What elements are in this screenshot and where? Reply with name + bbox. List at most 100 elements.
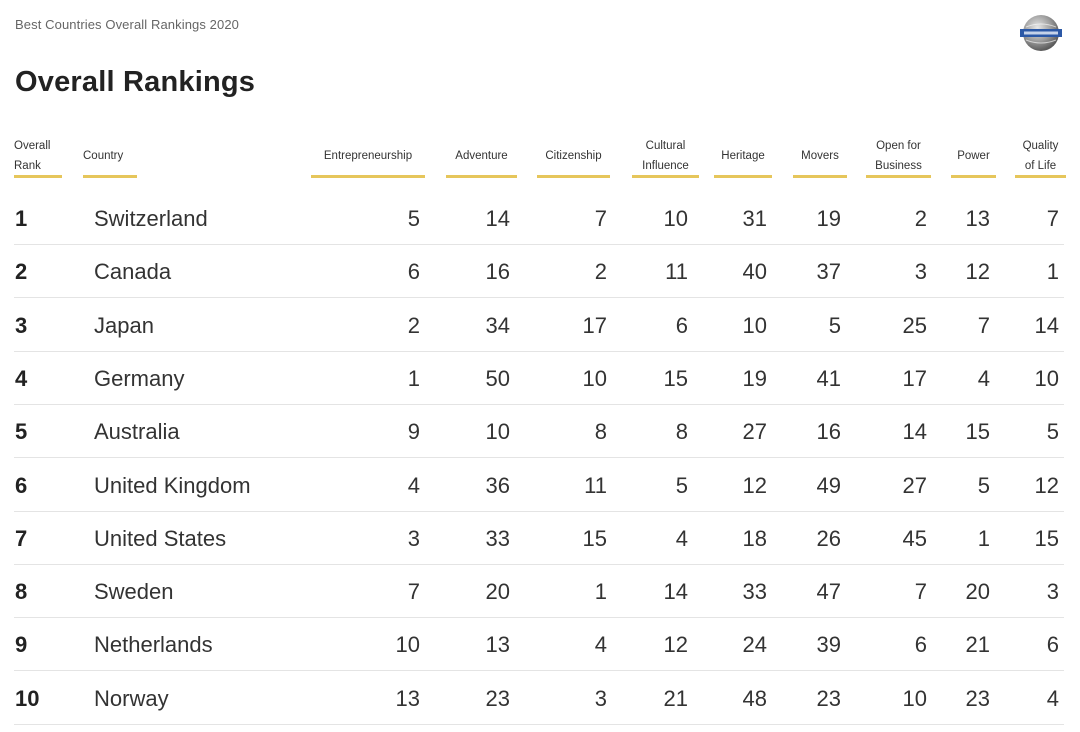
movers-cell: 37 xyxy=(816,259,841,285)
quality-of-life-cell: 14 xyxy=(1034,312,1059,338)
publisher-logo-icon xyxy=(1020,15,1062,51)
column-header-citizenship: Citizenship xyxy=(537,132,610,180)
column-header-label: Open for xyxy=(876,140,921,152)
column-header-label: Power xyxy=(957,150,990,162)
movers-cell: 39 xyxy=(816,632,841,658)
entrepreneurship-cell: 10 xyxy=(395,632,420,658)
entrepreneurship-cell: 1 xyxy=(407,365,420,391)
heritage-cell: 48 xyxy=(742,685,767,711)
adventure-cell: 33 xyxy=(485,525,510,551)
cultural-influence-cell: 5 xyxy=(675,472,688,498)
column-header-label: Cultural xyxy=(645,140,686,152)
quality-of-life-cell: 5 xyxy=(1046,419,1059,445)
heritage-cell: 19 xyxy=(742,365,767,391)
citizenship-cell: 10 xyxy=(582,365,607,391)
adventure-cell: 14 xyxy=(485,206,510,231)
open-for-business-cell: 27 xyxy=(902,472,927,498)
quality-of-life-cell: 7 xyxy=(1046,206,1059,231)
citizenship-cell: 17 xyxy=(582,312,607,338)
entrepreneurship-cell: 2 xyxy=(407,312,420,338)
quality-of-life-cell: 3 xyxy=(1046,579,1059,605)
open-for-business-cell: 17 xyxy=(902,365,927,391)
cultural-influence-cell: 10 xyxy=(663,206,688,231)
open-for-business-cell: 3 xyxy=(914,259,927,285)
column-header-label: Citizenship xyxy=(545,150,602,162)
movers-cell: 19 xyxy=(816,206,841,231)
column-header-quality-of-life: Quality of Life xyxy=(1015,132,1066,180)
rank-cell: 2 xyxy=(15,259,28,285)
quality-of-life-cell: 6 xyxy=(1046,632,1059,658)
table-row: 9 Netherlands 10 13 4 12 24 39 6 21 6 xyxy=(0,618,1080,672)
table-row: 1 Switzerland 5 14 7 10 31 19 2 13 7 xyxy=(0,192,1080,245)
column-header-adventure: Adventure xyxy=(446,132,517,180)
table-row: 8 Sweden 7 20 1 14 33 47 7 20 3 xyxy=(0,565,1080,619)
rank-cell: 6 xyxy=(15,472,28,498)
power-cell: 21 xyxy=(965,632,990,658)
column-header-cultural-influence: Cultural Influence xyxy=(632,132,699,180)
column-header-heritage: Heritage xyxy=(714,132,772,180)
rank-cell: 10 xyxy=(15,685,40,711)
entrepreneurship-cell: 3 xyxy=(407,525,420,551)
power-cell: 5 xyxy=(977,472,990,498)
column-header-label: Adventure xyxy=(455,150,508,162)
movers-cell: 5 xyxy=(828,312,841,338)
adventure-cell: 10 xyxy=(485,419,510,445)
column-header-label: of Life xyxy=(1024,160,1057,172)
report-supertitle: Best Countries Overall Rankings 2020 xyxy=(15,17,239,32)
movers-cell: 26 xyxy=(816,525,841,551)
quality-of-life-cell: 12 xyxy=(1034,472,1059,498)
table-row: 5 Australia 9 10 8 8 27 16 14 15 5 xyxy=(0,405,1080,459)
movers-cell: 47 xyxy=(816,579,841,605)
cultural-influence-cell: 12 xyxy=(663,632,688,658)
rank-cell: 3 xyxy=(15,312,28,338)
entrepreneurship-cell: 9 xyxy=(407,419,420,445)
column-header-entrepreneurship: Entrepreneurship xyxy=(311,132,425,180)
rank-cell: 1 xyxy=(15,206,28,231)
heritage-cell: 24 xyxy=(742,632,767,658)
cultural-influence-cell: 14 xyxy=(663,579,688,605)
open-for-business-cell: 6 xyxy=(914,632,927,658)
adventure-cell: 23 xyxy=(485,685,510,711)
entrepreneurship-cell: 7 xyxy=(407,579,420,605)
table-row: 2 Canada 6 16 2 11 40 37 3 12 1 xyxy=(0,245,1080,299)
power-cell: 13 xyxy=(965,206,990,231)
heritage-cell: 33 xyxy=(742,579,767,605)
open-for-business-cell: 14 xyxy=(902,419,927,445)
entrepreneurship-cell: 5 xyxy=(407,206,420,231)
citizenship-cell: 11 xyxy=(584,472,607,498)
column-header-label: Business xyxy=(875,160,922,172)
cultural-influence-cell: 6 xyxy=(675,312,688,338)
country-cell: Netherlands xyxy=(94,632,213,658)
page-title: Overall Rankings xyxy=(15,66,256,98)
column-header-power: Power xyxy=(951,132,996,180)
heritage-cell: 27 xyxy=(742,419,767,445)
adventure-cell: 50 xyxy=(485,365,510,391)
column-header-rank: Overall Rank xyxy=(14,132,62,180)
open-for-business-cell: 7 xyxy=(914,579,927,605)
table-row: 4 Germany 1 50 10 15 19 41 17 4 10 xyxy=(0,352,1080,405)
adventure-cell: 34 xyxy=(485,312,510,338)
power-cell: 4 xyxy=(977,365,990,391)
movers-cell: 49 xyxy=(816,472,841,498)
rank-cell: 8 xyxy=(15,579,28,605)
open-for-business-cell: 10 xyxy=(902,685,927,711)
adventure-cell: 20 xyxy=(485,579,510,605)
cultural-influence-cell: 8 xyxy=(675,419,688,445)
column-header-label: Country xyxy=(83,150,124,162)
table-row: 3 Japan 2 34 17 6 10 5 25 7 14 xyxy=(0,299,1080,352)
country-cell: Norway xyxy=(94,685,169,711)
movers-cell: 41 xyxy=(816,365,841,391)
heritage-cell: 12 xyxy=(742,472,767,498)
column-header-label: Heritage xyxy=(721,150,765,162)
power-cell: 15 xyxy=(965,419,990,445)
citizenship-cell: 8 xyxy=(594,419,607,445)
adventure-cell: 16 xyxy=(485,259,510,285)
heritage-cell: 31 xyxy=(742,206,767,231)
power-cell: 12 xyxy=(965,259,990,285)
heritage-cell: 10 xyxy=(742,312,767,338)
entrepreneurship-cell: 4 xyxy=(407,472,420,498)
quality-of-life-cell: 1 xyxy=(1046,259,1059,285)
column-header-open-for-business: Open for Business xyxy=(866,132,931,180)
column-header-label: Quality xyxy=(1022,140,1059,152)
column-header-country: Country xyxy=(83,132,137,180)
